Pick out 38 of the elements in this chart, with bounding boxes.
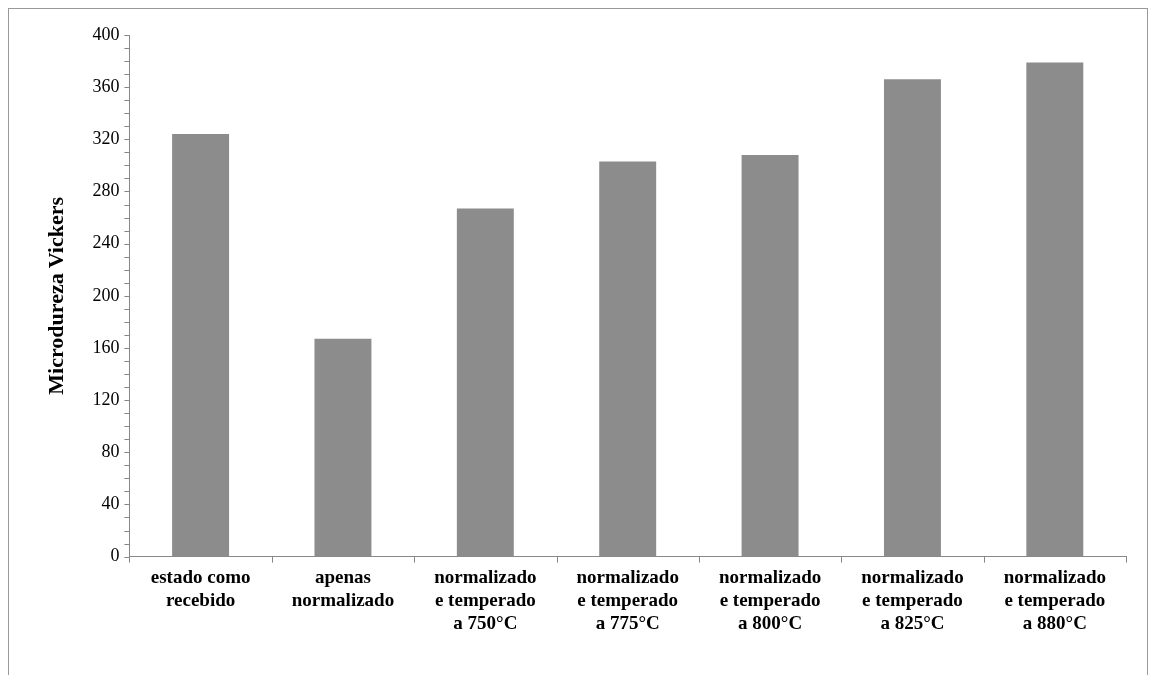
category-label: apenas [314,565,371,587]
y-tick-label: 80 [101,441,120,462]
category-label: a 775°C [595,611,660,633]
y-tick-label: 280 [92,180,120,201]
y-tick-label: 360 [92,75,120,96]
category-label: e temperado [719,588,821,610]
category-label: normalizado [434,565,537,587]
bar [599,161,657,557]
y-tick-label: 240 [92,232,120,253]
category-label: normalizado [718,565,822,587]
bar [456,208,514,557]
category-label: e temperado [577,588,679,610]
y-tick-label: 200 [92,284,120,305]
category-label: a 750°C [453,611,518,633]
bar [1026,62,1084,557]
y-tick-label: 120 [92,388,120,409]
category-label: a 880°C [1022,611,1087,633]
category-label: normalizado [861,565,964,587]
category-label: e temperado [862,588,963,610]
y-tick-label: 0 [110,545,120,566]
category-label: estado como [150,565,251,587]
category-label: normalizado [576,565,679,587]
bar [314,338,372,557]
category-label: e temperado [434,588,536,610]
category-label: recebido [165,588,236,610]
category-label: e temperado [1004,588,1106,610]
category-label: normalizado [1003,565,1107,587]
bar [172,134,230,557]
bar [883,79,941,557]
category-label: normalizado [291,588,395,610]
y-tick-label: 160 [92,336,120,357]
category-label: a 800°C [738,611,803,633]
y-axis-title: Microdureza Vickers [42,196,68,395]
y-tick-label: 320 [92,128,120,149]
bar [741,154,799,557]
y-tick-label: 40 [101,493,120,514]
y-tick-label: 400 [92,23,120,44]
category-label: a 825°C [880,611,945,633]
